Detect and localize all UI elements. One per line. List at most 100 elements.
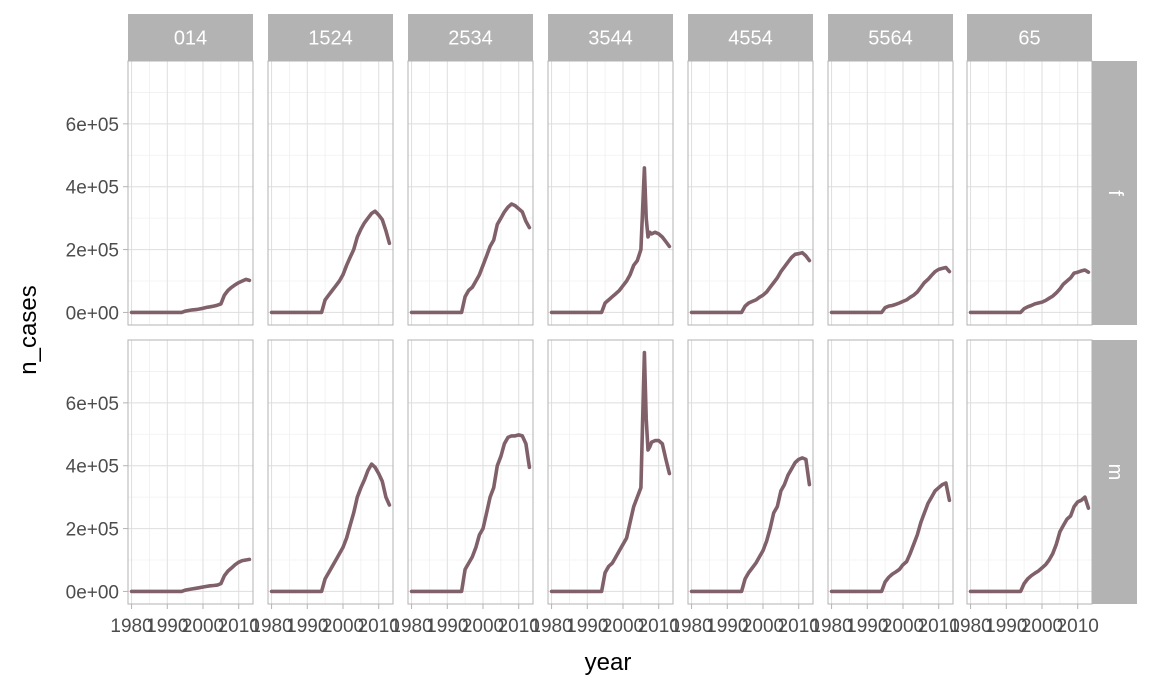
series-line	[689, 456, 812, 594]
x-tick-label: 1980	[810, 616, 852, 637]
x-tick-label: 2000	[882, 616, 924, 637]
column-strip-label: 65	[1018, 28, 1040, 50]
panel-background	[688, 340, 813, 604]
x-tick-label: 2010	[498, 616, 540, 637]
column-strip	[828, 14, 953, 61]
x-tick-label: 1980	[110, 616, 152, 637]
panel-background	[408, 340, 533, 604]
x-tick-label: 2010	[778, 616, 820, 637]
facet-panel	[407, 339, 534, 605]
facet-panel	[407, 60, 534, 326]
panel-background	[548, 61, 673, 325]
facet-panel	[827, 339, 954, 605]
y-axis-title: n_cases	[15, 285, 42, 374]
column-strip	[408, 14, 533, 61]
series-line	[549, 350, 672, 594]
series-line	[409, 433, 532, 594]
y-tick-label: 6e+05	[66, 394, 119, 415]
panel-background	[828, 340, 953, 604]
column-strip-label: 014	[174, 28, 207, 50]
x-tick-label: 1980	[250, 616, 292, 637]
x-tick-label: 2010	[1057, 616, 1099, 637]
panel-border	[267, 339, 394, 605]
row-strip	[1092, 340, 1137, 604]
x-tick-label: 2000	[602, 616, 644, 637]
y-tick-label: 2e+05	[66, 520, 119, 541]
facet-panel	[827, 60, 954, 326]
x-tick-label: 2000	[462, 616, 504, 637]
x-tick-label: 2000	[322, 616, 364, 637]
series-line	[968, 495, 1091, 594]
series-line	[129, 557, 252, 594]
facet-panel	[966, 339, 1093, 605]
column-strip	[128, 14, 253, 61]
x-tick-label: 1990	[706, 616, 748, 637]
panel-background	[967, 340, 1092, 604]
y-tick-label: 4e+05	[66, 178, 119, 199]
y-tick-label: 0e+00	[66, 582, 119, 603]
panel-border	[687, 339, 814, 605]
x-tick-label: 2010	[218, 616, 260, 637]
x-tick-label: 1990	[146, 616, 188, 637]
column-strip-label: 4554	[728, 28, 773, 50]
x-tick-label: 2010	[358, 616, 400, 637]
facet-panel	[687, 60, 814, 326]
series-line	[829, 265, 952, 315]
column-strip-label: 2534	[448, 28, 493, 50]
panel-background	[268, 340, 393, 604]
x-tick-label: 1990	[426, 616, 468, 637]
panel-background	[828, 61, 953, 325]
x-axis-title: year	[585, 649, 632, 676]
x-tick-label: 1980	[949, 616, 991, 637]
y-tick-label: 6e+05	[66, 115, 119, 136]
x-tick-label: 2010	[638, 616, 680, 637]
y-axis-ticks: 0e+00 2e+05 4e+05 6e+05 0e+00 2e+05 4e+05 6e+05	[66, 115, 128, 603]
column-strip	[268, 14, 393, 61]
facet-panels	[127, 60, 1093, 605]
facet-panel	[267, 60, 394, 326]
x-tick-label: 1990	[985, 616, 1027, 637]
facet-panel	[547, 339, 674, 605]
panel-border	[407, 339, 534, 605]
series-line	[269, 462, 392, 594]
row-strips: fm	[1092, 61, 1137, 604]
x-tick-label: 2000	[742, 616, 784, 637]
row-strip-label: m	[1104, 464, 1126, 481]
x-tick-label: 2010	[918, 616, 960, 637]
x-tick-label: 1980	[670, 616, 712, 637]
column-strip-label: 3544	[588, 28, 633, 50]
column-strip-label: 1524	[308, 28, 353, 50]
column-strips: 014 1524 2534 3544 4554 5564 65	[128, 14, 1092, 61]
x-axis-ticks: 1980199020002010198019902000201019801990…	[110, 604, 1099, 637]
panel-border	[547, 339, 674, 605]
x-tick-label: 1980	[390, 616, 432, 637]
panel-background	[408, 61, 533, 325]
column-strip	[688, 14, 813, 61]
facet-panel	[966, 60, 1093, 326]
facet-panel	[547, 60, 674, 326]
facet-panel	[687, 339, 814, 605]
row-strip-label: f	[1104, 190, 1126, 196]
facet-panel	[127, 60, 254, 326]
series-line	[968, 268, 1091, 315]
x-tick-label: 1980	[530, 616, 572, 637]
facet-panel	[267, 339, 394, 605]
panel-background	[268, 61, 393, 325]
panel-border	[127, 339, 254, 605]
panel-background	[967, 61, 1092, 325]
series-line	[549, 166, 672, 315]
x-tick-label: 1990	[286, 616, 328, 637]
panel-border	[827, 339, 954, 605]
y-tick-label: 4e+05	[66, 457, 119, 478]
series-line	[829, 481, 952, 594]
series-line	[409, 202, 532, 315]
column-strip	[967, 14, 1092, 61]
x-tick-label: 2000	[182, 616, 224, 637]
panel-background	[688, 61, 813, 325]
column-strip-label: 5564	[868, 28, 913, 50]
column-strip	[548, 14, 673, 61]
series-line	[269, 209, 392, 315]
x-tick-label: 2000	[1021, 616, 1063, 637]
x-tick-label: 1990	[846, 616, 888, 637]
